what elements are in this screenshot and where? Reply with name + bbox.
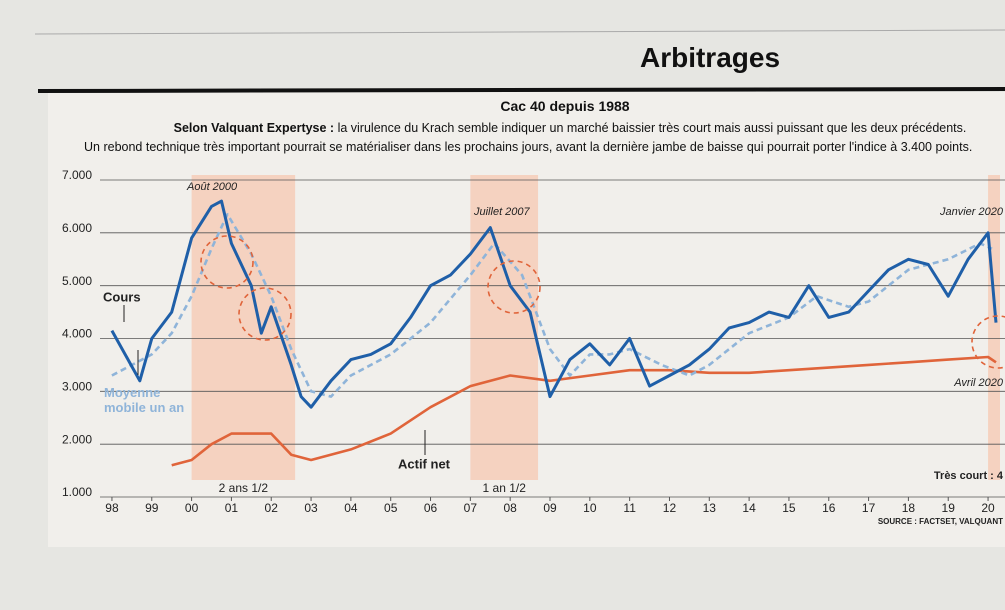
x-tick-label: 20 <box>981 501 995 515</box>
y-tick-label: 3.000 <box>62 380 92 394</box>
y-tick-label: 4.000 <box>62 327 92 341</box>
x-tick-label: 98 <box>105 501 119 515</box>
x-tick-label: 17 <box>862 501 876 515</box>
x-tick-label: 03 <box>304 501 318 515</box>
chart-title: Cac 40 depuis 1988 <box>415 98 715 114</box>
y-tick-label: 7.000 <box>62 168 92 182</box>
annotation: Très court : 4 <box>934 470 1004 482</box>
x-tick-label: 12 <box>663 501 677 515</box>
x-tick-label: 08 <box>503 501 517 515</box>
x-tick-label: 07 <box>464 501 478 515</box>
series-label: Cours <box>103 289 141 304</box>
source: SOURCE : FACTSET, VALQUANT <box>878 517 1003 526</box>
x-tick-label: 14 <box>742 501 756 515</box>
x-tick-label: 18 <box>902 501 916 515</box>
subtitle-text: la virulence du Krach semble indiquer un… <box>338 121 967 135</box>
rule <box>38 89 1005 91</box>
page: 2 ans 1/2 1 an 1/2 1.000 2.000 3.000 4.000 5.0… <box>0 0 1005 610</box>
x-tick-label: 05 <box>384 501 398 515</box>
annotation: Janvier 2020 <box>939 206 1004 218</box>
series-label: Actif net <box>398 456 451 471</box>
y-tick-label: 6.000 <box>62 221 92 235</box>
shaded-period <box>988 175 1000 480</box>
shaded-period <box>470 175 538 480</box>
x-tick-label: 09 <box>543 501 557 515</box>
subtitle: Selon Valquant Expertyse : la virulence … <box>140 121 1000 135</box>
period-label: 2 ans 1/2 <box>219 481 269 495</box>
x-tick-label: 99 <box>145 501 159 515</box>
section-title: Arbitrages <box>560 42 860 74</box>
x-tick-label: 01 <box>225 501 239 515</box>
x-tick-label: 13 <box>703 501 717 515</box>
period-label: 1 an 1/2 <box>483 481 527 495</box>
chart: 2 ans 1/2 1 an 1/2 1.000 2.000 3.000 4.000 5.0… <box>0 0 1005 610</box>
y-tick-label: 2.000 <box>62 432 92 446</box>
x-tick-label: 02 <box>265 501 279 515</box>
y-tick-label: 5.000 <box>62 274 92 288</box>
x-tick-label: 06 <box>424 501 438 515</box>
x-tick-label: 11 <box>623 501 636 515</box>
annotation: Août 2000 <box>186 181 238 193</box>
x-tick-label: 00 <box>185 501 199 515</box>
x-tick-label: 10 <box>583 501 597 515</box>
x-tick-label: 16 <box>822 501 836 515</box>
annotation: Juillet 2007 <box>473 206 531 218</box>
y-tick-label: 1.000 <box>62 485 92 499</box>
x-tick-label: 15 <box>782 501 796 515</box>
subtitle-lead: Selon Valquant Expertyse : <box>174 121 334 135</box>
x-tick-label: 04 <box>344 501 358 515</box>
annotation: Avril 2020 <box>953 377 1004 389</box>
series-label: Moyenne mobile un an <box>104 385 194 415</box>
x-tick-label: 19 <box>942 501 956 515</box>
subtitle-2: Un rebond technique très important pourr… <box>84 140 1005 154</box>
